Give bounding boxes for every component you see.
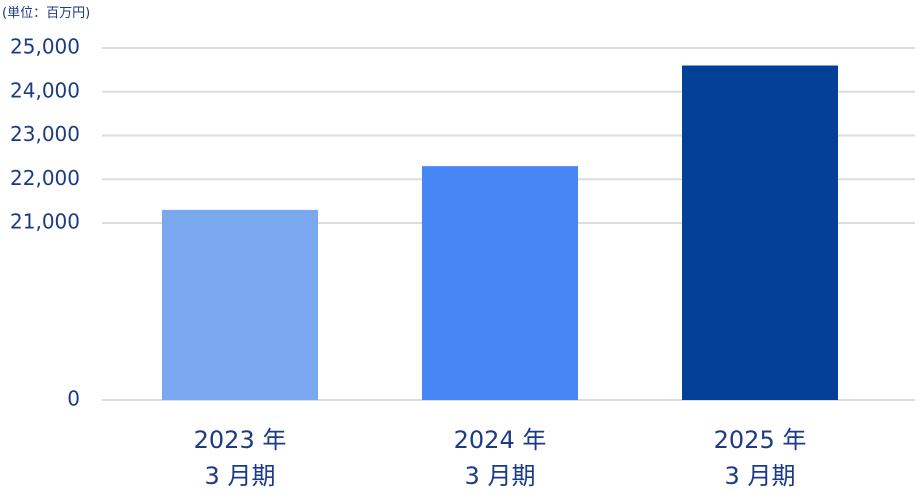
y-tick-label: 0: [67, 387, 80, 411]
unit-label: (単位：百万円): [2, 6, 91, 21]
bar: [422, 166, 578, 400]
x-tick-label: 2023 年 3 月期: [193, 426, 287, 490]
y-tick-label: 23,000: [10, 122, 80, 146]
bar: [682, 65, 838, 400]
x-tick-label: 2025 年 3 月期: [713, 426, 807, 490]
y-tick-label: 25,000: [10, 35, 80, 59]
y-tick-label: 22,000: [10, 166, 80, 190]
x-tick-label: 2024 年 3 月期: [453, 426, 547, 490]
y-tick-label: 24,000: [10, 78, 80, 102]
bar: [162, 209, 318, 400]
y-tick-label: 21,000: [10, 210, 80, 234]
